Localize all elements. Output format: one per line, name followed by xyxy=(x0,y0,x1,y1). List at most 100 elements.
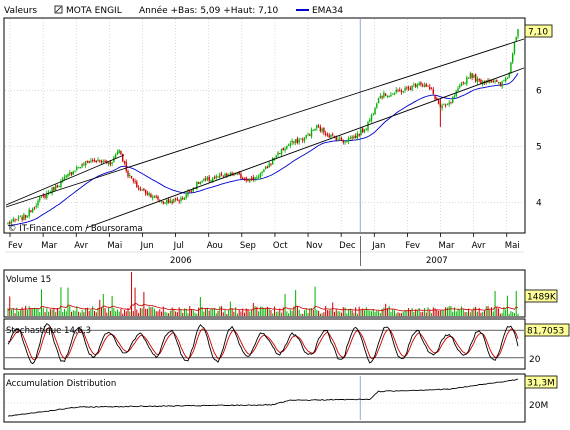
candle-body xyxy=(427,85,429,87)
candle-body xyxy=(32,208,34,212)
candle-body xyxy=(376,103,378,108)
candle-body xyxy=(58,186,60,188)
candle-body xyxy=(229,172,232,176)
candle-body xyxy=(53,187,55,191)
candle-body xyxy=(400,90,403,93)
accumulation-panel-frame xyxy=(3,373,526,423)
candle-body xyxy=(231,172,233,175)
candle-body xyxy=(243,177,246,179)
candle-body xyxy=(353,135,355,139)
candle-body xyxy=(54,185,57,191)
candle-body xyxy=(369,119,371,122)
trend-channel xyxy=(5,38,525,229)
candle-body xyxy=(296,138,299,143)
candle-body xyxy=(469,73,472,79)
candle-body xyxy=(349,137,352,139)
candle-body xyxy=(109,161,112,165)
header-name: MOTA ENGIL xyxy=(66,6,122,16)
candle-body xyxy=(104,160,106,162)
candle-body xyxy=(337,139,339,141)
candle-body xyxy=(167,199,170,203)
candle-body xyxy=(88,161,90,163)
candle-body xyxy=(363,129,366,133)
price-y-axis: 4 5 6 xyxy=(536,87,542,209)
candle-body xyxy=(316,125,318,129)
x-tick-label: Oct xyxy=(273,241,288,251)
channel-mid-line xyxy=(5,154,125,206)
candle-body xyxy=(381,96,383,98)
candle-body xyxy=(134,181,136,183)
stochastic-panel-frame xyxy=(3,318,526,370)
candle-body xyxy=(12,218,14,222)
candle-body xyxy=(204,178,207,180)
x-tick-label: Jan xyxy=(371,241,385,251)
candle-body xyxy=(496,79,498,82)
candle-body xyxy=(354,135,357,138)
candle-body xyxy=(137,187,140,189)
candle-body xyxy=(425,84,427,87)
candle-body xyxy=(130,175,133,179)
candle-body xyxy=(254,177,256,180)
candle-body xyxy=(483,81,486,83)
header-range: Année +Bas: 5,09 +Haut: 7,10 xyxy=(139,5,278,16)
price-last-value-box xyxy=(524,24,553,38)
candle-body xyxy=(286,145,288,149)
candle-body xyxy=(144,189,147,194)
candle-body xyxy=(100,160,103,163)
candle-body xyxy=(317,125,320,127)
candle-body xyxy=(379,95,382,99)
candle-body xyxy=(504,78,507,82)
candle-body xyxy=(413,84,415,86)
x-tick-label: Avr xyxy=(74,241,88,251)
candle-body xyxy=(397,90,399,92)
candle-body xyxy=(23,214,25,220)
candle-body xyxy=(51,187,53,194)
candle-body xyxy=(436,98,438,100)
candle-body xyxy=(492,80,494,82)
year-label-2006: 2006 xyxy=(170,256,192,266)
candle-body xyxy=(517,29,519,37)
candle-body xyxy=(298,139,300,143)
candle-body xyxy=(185,194,187,198)
candle-body xyxy=(26,215,29,217)
candle-body xyxy=(16,219,18,221)
candle-body xyxy=(263,169,265,172)
volume-average-line xyxy=(7,302,519,312)
candle-body xyxy=(494,80,496,82)
ema-legend-label: EMA34 xyxy=(312,6,343,16)
candle-body xyxy=(99,160,101,162)
candle-body xyxy=(220,173,223,175)
candle-body xyxy=(280,148,283,155)
candle-body xyxy=(466,77,468,84)
candle-body xyxy=(189,190,191,192)
candle-body xyxy=(339,137,341,139)
accumulation-last-value-text: 31,3M xyxy=(527,379,555,389)
candle-body xyxy=(39,197,41,201)
candle-body xyxy=(374,108,376,115)
candle-body xyxy=(452,96,454,103)
candle-body xyxy=(153,195,156,198)
candle-body xyxy=(312,130,314,132)
candle-body xyxy=(275,155,277,158)
candle-body xyxy=(35,205,37,208)
candle-body xyxy=(67,173,69,177)
stochastic-last-value-box xyxy=(524,323,570,337)
price-y-tick: 5 xyxy=(536,142,542,152)
candle-body xyxy=(303,137,306,141)
candle-body xyxy=(143,188,145,191)
candle-body xyxy=(197,182,200,184)
series-swatch-icon xyxy=(54,5,63,14)
candle-body xyxy=(307,134,309,136)
candle-body xyxy=(222,175,224,177)
x-tick-label: Sep xyxy=(240,241,256,251)
candle-body xyxy=(314,128,316,131)
candle-body xyxy=(256,177,258,179)
candle-body xyxy=(17,217,20,220)
candle-body xyxy=(146,192,149,195)
accumulation-tick-20m: 20M xyxy=(529,401,548,411)
accumulation-line xyxy=(5,376,524,420)
candle-body xyxy=(321,128,323,132)
candle-body xyxy=(127,171,129,177)
candle-body xyxy=(93,159,96,162)
candle-body xyxy=(183,197,186,200)
